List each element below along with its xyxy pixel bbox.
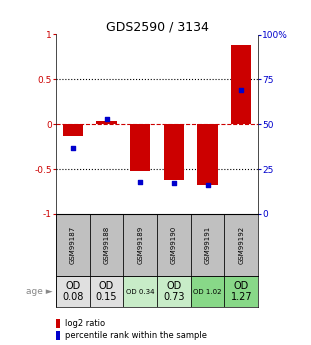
Point [205,183,210,188]
Bar [225,276,258,307]
Bar [130,124,150,171]
Text: OD 0.34: OD 0.34 [126,288,155,295]
Bar [191,276,225,307]
Text: OD
1.27: OD 1.27 [230,281,252,302]
Bar [96,121,117,124]
Text: age ►: age ► [26,287,53,296]
Bar [123,214,157,276]
Text: GSM99187: GSM99187 [70,226,76,264]
Bar [90,276,123,307]
Text: GSM99191: GSM99191 [205,226,211,264]
Bar [157,214,191,276]
Bar [90,214,123,276]
Text: OD
0.08: OD 0.08 [62,281,84,302]
Point [138,179,143,184]
Text: OD
0.73: OD 0.73 [163,281,185,302]
Bar [225,214,258,276]
Bar [63,124,83,136]
Text: GSM99189: GSM99189 [137,226,143,264]
Point [70,145,75,150]
Point [239,87,244,93]
Bar [123,276,157,307]
Text: GSM99188: GSM99188 [104,226,109,264]
Bar [231,45,251,124]
Bar [197,124,218,185]
Bar [191,214,225,276]
Point [171,181,176,186]
Text: GSM99192: GSM99192 [238,226,244,264]
Bar [56,276,90,307]
Point [104,116,109,121]
Title: GDS2590 / 3134: GDS2590 / 3134 [106,20,208,33]
Text: OD
0.15: OD 0.15 [96,281,117,302]
Bar [56,214,90,276]
Text: GSM99190: GSM99190 [171,226,177,264]
Text: OD 1.02: OD 1.02 [193,288,222,295]
Text: log2 ratio: log2 ratio [65,319,105,328]
Bar [157,276,191,307]
Text: percentile rank within the sample: percentile rank within the sample [65,331,207,340]
Bar [164,124,184,180]
